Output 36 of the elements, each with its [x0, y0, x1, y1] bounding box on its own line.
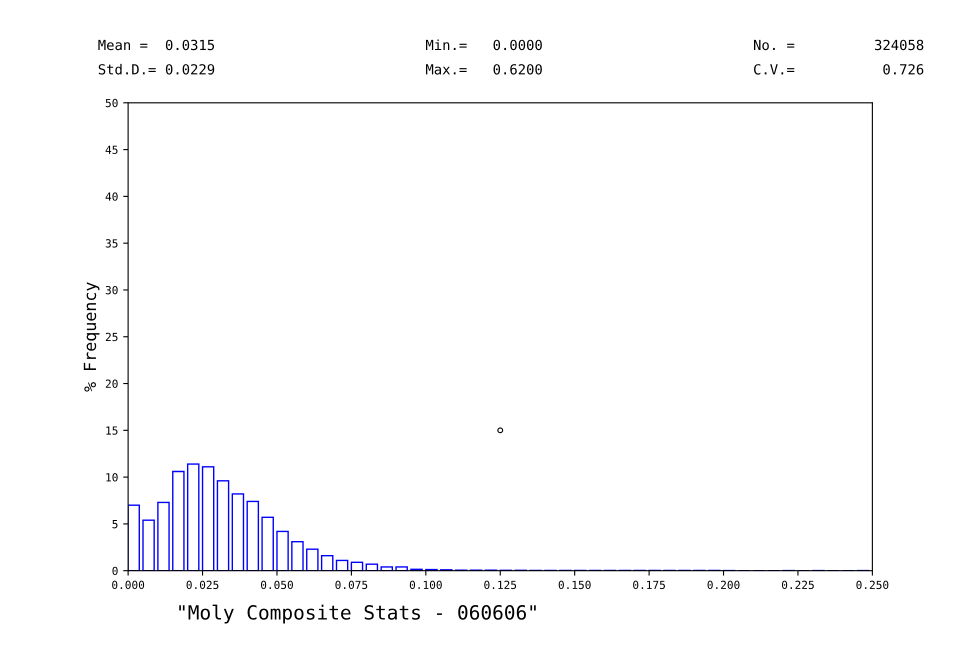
text: 0.726	[883, 64, 924, 75]
text: 0.0000	[494, 40, 542, 50]
text: 0.6200	[494, 64, 542, 75]
x-tick-label: 0.125	[484, 580, 516, 590]
text: Min.=	[426, 39, 467, 50]
y-tick-label: 15	[106, 426, 118, 435]
x-tick-label: 0.200	[708, 580, 740, 590]
x-tick-label: 0.000	[112, 580, 144, 590]
text: 0.0315	[166, 40, 214, 50]
y-tick-label: 5	[112, 520, 118, 528]
y-tick-label: 35	[106, 239, 118, 248]
x-tick-label: 0.150	[558, 580, 591, 590]
y-tick-label: 40	[106, 192, 118, 201]
text: 0.0229	[166, 64, 214, 75]
text: Mean =	[98, 40, 148, 50]
text: Std.D.=	[98, 64, 156, 75]
text: No. =	[754, 40, 794, 50]
y-tick-label: 10	[106, 473, 118, 482]
y-tick-label: 45	[106, 146, 118, 154]
y-tick-label: 50	[106, 98, 118, 108]
y-tick-label: 0	[112, 566, 118, 576]
x-tick-label: 0.175	[633, 580, 665, 590]
text: Max.=	[426, 64, 467, 75]
x-tick-label: 0.050	[260, 580, 293, 590]
x-tick-label: 0.250	[856, 580, 888, 590]
x-tick-label: 0.225	[782, 580, 814, 590]
y-tick-label: 20	[106, 380, 118, 388]
x-tick-label: 0.100	[410, 580, 442, 590]
y-tick-label: 30	[106, 286, 118, 294]
text: C.V.=	[754, 64, 794, 75]
x-tick-label: 0.075	[335, 580, 368, 590]
text: "Moly Composite Stats - 060606"	[179, 604, 536, 624]
y-tick-label: 25	[106, 332, 118, 342]
y-axis-title: % Frequency	[84, 282, 100, 392]
text: 324058	[874, 40, 924, 50]
x-tick-label: 0.025	[186, 580, 218, 590]
